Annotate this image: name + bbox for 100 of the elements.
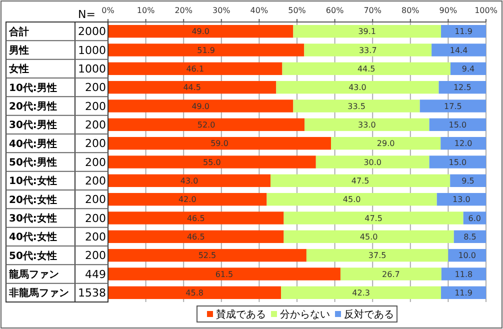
data-label: 8.5: [464, 232, 476, 242]
data-label: 9.4: [462, 64, 475, 74]
bar: [438, 80, 486, 94]
bar: [331, 136, 441, 150]
bar: [108, 156, 316, 168]
data-label: 52.0: [197, 120, 216, 130]
data-label: 45.8: [186, 288, 204, 298]
legend-label: 賛成である: [216, 308, 266, 320]
data-label: 11.8: [454, 270, 473, 279]
bar: [316, 156, 430, 168]
y-tick-label: 10代:女性: [9, 175, 57, 188]
text: 2000: [78, 25, 106, 38]
text: 1538: [78, 286, 106, 300]
data-label: 30.0: [364, 158, 382, 167]
legend-label: 反対である: [344, 308, 394, 320]
data-label: 29.0: [376, 139, 395, 148]
text: 449: [85, 268, 106, 281]
x-tick-label: 30%: [212, 6, 231, 15]
data-label: 44.5: [357, 64, 376, 74]
legend-label: 分からない: [280, 308, 330, 320]
bar: [108, 268, 340, 280]
bar: [450, 174, 486, 188]
data-label: 11.9: [454, 288, 472, 298]
text: 200: [85, 193, 106, 206]
bar: [108, 118, 305, 132]
data-label: 12.0: [454, 139, 472, 148]
y-tick-label: 龍馬ファン: [8, 268, 59, 280]
data-label: 55.0: [203, 158, 221, 167]
bar: [108, 62, 282, 76]
data-label: 43.0: [348, 83, 366, 92]
bar: [108, 192, 267, 206]
bar: [282, 62, 450, 76]
x-tick-label: 20%: [174, 6, 193, 15]
bar: [436, 192, 486, 206]
bar: [281, 286, 442, 300]
data-label: 47.5: [351, 176, 370, 186]
data-label: 51.9: [197, 46, 215, 55]
bar: [108, 174, 271, 188]
data-label: 61.5: [215, 270, 234, 279]
bar: [108, 248, 306, 262]
bar: [440, 136, 486, 150]
y-tick-label: 合計: [8, 26, 29, 38]
data-label: 46.5: [186, 214, 205, 223]
bar: [108, 212, 284, 224]
data-label: 47.5: [364, 214, 382, 223]
bar: [270, 174, 450, 188]
bar: [276, 80, 439, 94]
bar: [450, 62, 486, 76]
data-label: 6.0: [468, 214, 482, 223]
text: 1000: [78, 62, 106, 76]
bar: [304, 118, 430, 132]
bar: [108, 100, 294, 112]
data-label: 39.1: [358, 27, 376, 36]
bar: [306, 248, 448, 262]
data-label: 15.0: [448, 158, 467, 167]
bar: [432, 44, 486, 56]
data-label: 14.4: [450, 46, 468, 55]
data-label: 49.0: [192, 102, 210, 111]
bar: [108, 136, 332, 150]
y-tick-label: 20代:男性: [9, 100, 57, 112]
data-label: 59.0: [210, 139, 228, 148]
bar: [284, 212, 464, 224]
bar: [284, 230, 454, 244]
bar: [420, 100, 486, 112]
x-tick-label: 60%: [326, 6, 344, 15]
data-label: 10.0: [458, 251, 476, 260]
data-label: 43.0: [180, 176, 198, 186]
bar: [293, 24, 442, 38]
text: 200: [85, 174, 106, 188]
y-tick-label: 男性: [8, 44, 29, 56]
y-tick-label: 30代:女性: [9, 212, 57, 224]
bar: [108, 230, 284, 244]
bar: [108, 24, 294, 38]
x-tick-label: 10%: [136, 6, 156, 15]
text: 200: [85, 230, 106, 244]
text: 200: [85, 137, 106, 150]
x-tick-label: 80%: [402, 6, 420, 15]
data-label: 37.5: [368, 251, 386, 260]
x-tick-label: 0%: [102, 6, 115, 15]
data-label: 17.5: [444, 102, 462, 111]
data-label: 33.7: [358, 46, 377, 55]
data-label: 45.0: [360, 232, 378, 242]
data-label: 42.0: [178, 195, 196, 204]
x-tick-label: 70%: [364, 6, 382, 15]
data-label: 15.0: [448, 120, 467, 130]
data-label: 45.0: [342, 195, 361, 204]
data-label: 46.5: [186, 232, 205, 242]
bar: [108, 286, 282, 300]
text: 200: [85, 118, 106, 132]
bar: [441, 286, 486, 300]
bar: [441, 24, 486, 38]
text: N=: [78, 8, 96, 21]
bar: [293, 100, 420, 112]
x-tick-label: 40%: [250, 6, 268, 15]
y-tick-label: 30代:男性: [9, 119, 57, 132]
y-tick-label: 非龍馬ファン: [8, 287, 69, 300]
data-label: 49.0: [192, 27, 210, 36]
y-tick-label: 20代:女性: [9, 194, 57, 206]
bar: [429, 118, 486, 132]
text: 200: [85, 212, 106, 225]
